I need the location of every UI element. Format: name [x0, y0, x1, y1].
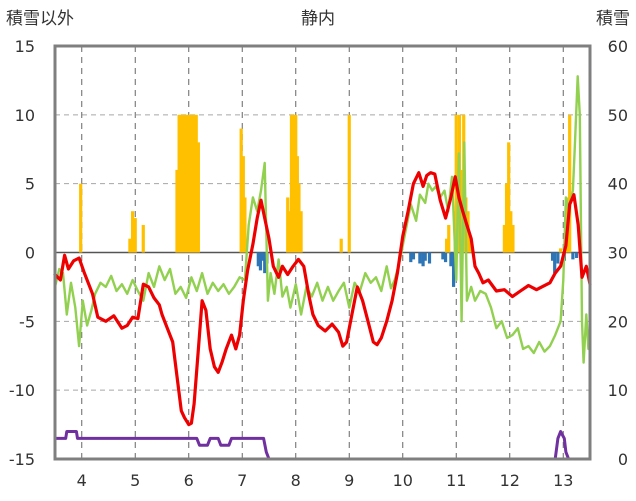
bar: [443, 252, 448, 263]
bar: [196, 142, 200, 253]
y-tick-label: 10: [15, 106, 35, 125]
bar: [239, 128, 243, 253]
bar: [128, 238, 132, 253]
bar: [556, 252, 560, 264]
line-series: [53, 75, 592, 461]
series-line: [53, 75, 592, 364]
bar: [175, 169, 179, 253]
y-tick-label: -5: [19, 312, 35, 331]
bar: [243, 197, 247, 253]
x-tick-label: 10: [393, 471, 413, 490]
x-tick-label: 11: [446, 471, 466, 490]
bar: [509, 211, 513, 253]
bar: [550, 252, 555, 261]
bar: [468, 238, 472, 253]
chart-title: 静内: [301, 9, 335, 29]
bar: [192, 114, 196, 253]
x-tick-label: 7: [237, 471, 247, 490]
x-tick-label: 12: [500, 471, 520, 490]
y-tick-label: 5: [25, 175, 35, 194]
bar: [186, 114, 190, 253]
bar: [141, 224, 145, 253]
bar: [286, 197, 290, 253]
bar: [568, 114, 572, 253]
bar: [181, 114, 185, 253]
bar: [421, 252, 425, 267]
bar: [190, 114, 194, 253]
bar: [263, 252, 267, 274]
bar: [504, 183, 509, 253]
bar: [553, 252, 557, 274]
bar: [418, 252, 422, 264]
y2-tick-label: 30: [608, 244, 628, 263]
x-axis-ticks: 4 5 6 7 8 9 10 11 12 13: [77, 471, 574, 490]
plot-frame: [53, 44, 592, 461]
series-line: [53, 171, 592, 427]
bar: [260, 252, 265, 261]
bar: [575, 252, 579, 259]
bar: [287, 211, 291, 253]
x-tick-label: 6: [184, 471, 194, 490]
y2-tick-label: 60: [608, 37, 628, 56]
bar: [292, 114, 296, 253]
bar: [427, 252, 432, 264]
bar: [241, 156, 245, 253]
y2-tick-label: 40: [608, 175, 628, 194]
bar: [571, 252, 575, 260]
y-tick-label: 0: [25, 244, 35, 263]
bar: [449, 252, 453, 267]
y2-tick-label: 50: [608, 106, 628, 125]
bar: [179, 114, 183, 253]
y-tick-label: -15: [9, 450, 35, 469]
x-tick-label: 4: [77, 471, 87, 490]
series-line-right: [53, 430, 592, 461]
bar: [441, 252, 445, 260]
bar: [183, 114, 188, 253]
y2-tick-label: 10: [608, 381, 628, 400]
y-tick-label: 15: [15, 37, 35, 56]
bar: [133, 218, 137, 253]
bar: [511, 224, 515, 253]
bar: [294, 114, 298, 253]
bar: [339, 238, 343, 253]
bar: [347, 114, 351, 253]
bar: [295, 156, 299, 253]
bar: [258, 252, 263, 271]
bar: [507, 142, 511, 253]
x-tick-label: 8: [291, 471, 301, 490]
bar: [451, 252, 456, 287]
bar: [299, 211, 303, 253]
x-tick-label: 13: [553, 471, 573, 490]
left-axis-ticks: -15 -10 -5 0 5 10 15: [9, 37, 35, 469]
x-tick-label: 5: [130, 471, 140, 490]
bar: [445, 238, 449, 253]
x-tick-label: 9: [344, 471, 354, 490]
bar: [79, 183, 83, 253]
bar: [423, 252, 427, 261]
right-axis-ticks: 0 10 20 30 40 50 60: [608, 37, 628, 469]
bar: [411, 252, 416, 260]
bar: [188, 114, 192, 253]
bar-series: [79, 114, 579, 287]
right-axis-label: 積雪: [596, 9, 630, 29]
y2-tick-label: 0: [618, 450, 628, 469]
bar: [297, 183, 301, 253]
y2-tick-label: 20: [608, 312, 628, 331]
bar: [558, 248, 563, 253]
bar: [289, 114, 294, 253]
bar: [194, 114, 198, 253]
bar: [502, 224, 506, 253]
bar: [447, 224, 451, 253]
bar: [177, 114, 181, 253]
y-tick-label: -10: [9, 381, 35, 400]
bar: [256, 252, 260, 267]
bar: [130, 211, 135, 253]
bar: [409, 252, 413, 263]
left-axis-label: 積雪以外: [6, 9, 74, 29]
